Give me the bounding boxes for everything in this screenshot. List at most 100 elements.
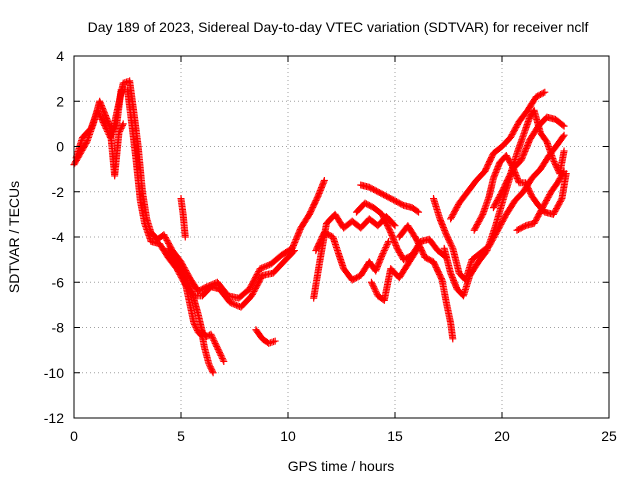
data-marker xyxy=(219,356,227,364)
data-marker xyxy=(550,158,558,166)
data-marker xyxy=(208,366,216,374)
y-tick-label: -4 xyxy=(52,229,65,245)
y-axis-label: SDTVAR / TECUs xyxy=(6,181,22,293)
data-point xyxy=(216,348,224,356)
data-marker xyxy=(527,189,535,197)
data-marker xyxy=(191,320,199,328)
data-marker xyxy=(551,159,559,167)
data-point xyxy=(560,131,568,139)
data-marker xyxy=(380,248,388,256)
data-marker xyxy=(112,121,120,129)
data-point xyxy=(190,319,198,327)
data-marker xyxy=(559,132,567,140)
series-track-3 xyxy=(106,120,127,180)
data-marker xyxy=(523,182,531,190)
data-point xyxy=(211,339,219,347)
data-marker xyxy=(213,342,221,350)
data-marker xyxy=(382,242,390,250)
data-marker xyxy=(101,121,109,129)
data-marker xyxy=(448,243,456,251)
data-marker xyxy=(213,344,221,352)
y-tick-label: 4 xyxy=(56,48,64,64)
data-marker xyxy=(557,196,565,204)
data-marker xyxy=(97,114,105,122)
x-tick-label: 0 xyxy=(70,428,78,444)
series-track-17 xyxy=(470,152,570,234)
data-point xyxy=(449,335,457,343)
data-marker xyxy=(206,361,214,369)
data-point xyxy=(442,231,450,239)
data-marker xyxy=(259,263,267,271)
y-tick-label: -10 xyxy=(44,365,64,381)
data-marker xyxy=(116,127,124,135)
data-marker xyxy=(372,287,380,295)
data-marker xyxy=(96,111,104,119)
data-marker xyxy=(381,245,389,253)
series-track-5 xyxy=(171,253,217,377)
data-marker xyxy=(368,280,376,288)
data-point xyxy=(560,122,568,130)
data-point xyxy=(226,299,234,307)
series-track-4 xyxy=(164,244,228,365)
data-marker xyxy=(262,262,270,270)
data-marker xyxy=(229,300,237,308)
data-marker xyxy=(111,124,119,132)
data-marker xyxy=(289,248,297,256)
data-marker xyxy=(383,241,391,249)
data-marker xyxy=(228,299,236,307)
data-marker xyxy=(369,281,377,289)
x-tick-label: 5 xyxy=(177,428,185,444)
chart-title: Day 189 of 2023, Sidereal Day-to-day VTE… xyxy=(88,19,589,35)
data-marker xyxy=(522,180,530,188)
data-point xyxy=(290,247,298,255)
data-marker xyxy=(412,248,420,256)
series-track-12 xyxy=(367,247,420,304)
data-marker xyxy=(216,350,224,358)
data-marker xyxy=(539,89,547,97)
data-marker xyxy=(443,232,451,240)
data-marker xyxy=(191,322,199,330)
data-marker xyxy=(232,301,240,309)
data-point xyxy=(271,337,279,345)
data-marker xyxy=(94,108,102,116)
data-marker xyxy=(478,212,486,220)
data-marker xyxy=(231,301,239,309)
data-marker xyxy=(444,234,452,242)
data-marker xyxy=(559,121,567,129)
data-marker xyxy=(193,325,201,333)
series-track-19 xyxy=(513,167,568,234)
data-marker xyxy=(116,126,124,134)
data-marker xyxy=(380,247,388,255)
x-tick-label: 10 xyxy=(280,428,296,444)
data-marker xyxy=(559,169,567,177)
data-point xyxy=(367,278,375,286)
data-marker xyxy=(212,341,220,349)
y-tick-label: -12 xyxy=(44,410,64,426)
data-marker xyxy=(525,186,533,194)
data-marker xyxy=(552,161,559,169)
series-track-16 xyxy=(447,88,549,223)
data-marker xyxy=(214,345,222,353)
data-point xyxy=(320,176,328,184)
data-marker xyxy=(209,335,217,343)
data-marker xyxy=(96,112,104,120)
data-marker xyxy=(206,363,214,371)
data-marker xyxy=(371,286,379,294)
series-track-6 xyxy=(177,195,189,241)
data-point xyxy=(100,120,108,128)
data-marker xyxy=(208,367,216,375)
data-marker xyxy=(413,207,421,215)
y-tick-label: -2 xyxy=(52,184,65,200)
data-point xyxy=(119,120,127,128)
data-marker xyxy=(111,123,119,131)
data-point xyxy=(205,360,213,368)
series-track-13 xyxy=(395,222,457,343)
data-marker xyxy=(210,336,218,344)
data-marker xyxy=(447,241,455,249)
data-point xyxy=(378,251,386,259)
series-track-9 xyxy=(312,228,393,284)
x-tick-label: 20 xyxy=(494,428,510,444)
series-track-1 xyxy=(70,77,328,302)
data-marker xyxy=(446,238,454,246)
